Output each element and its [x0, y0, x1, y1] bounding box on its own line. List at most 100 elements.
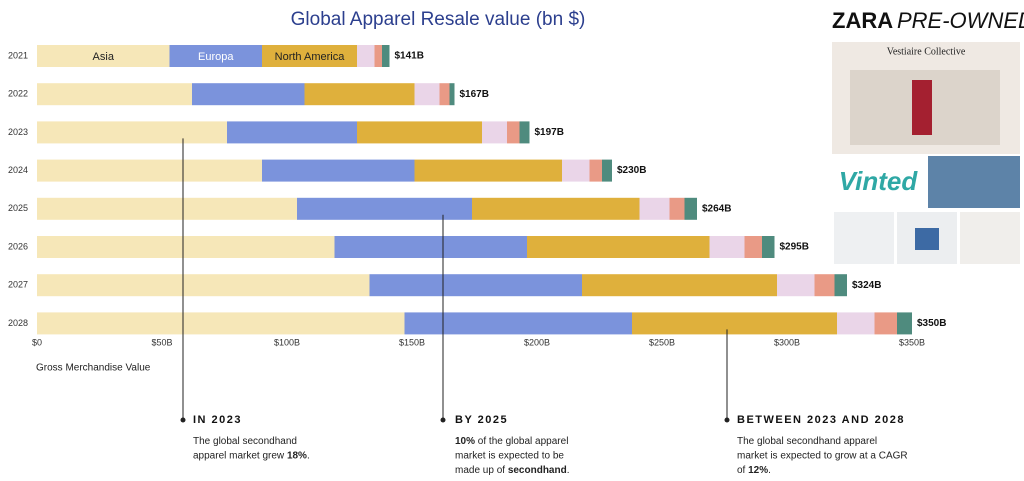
- bar-segment: [414, 159, 562, 182]
- bar-segment: [262, 45, 357, 67]
- total-label: $230B: [617, 165, 646, 176]
- bar-segment: [527, 236, 710, 258]
- callout-text-part: market is expected to grow at a CAGR: [737, 450, 908, 461]
- total-label: $141B: [395, 51, 424, 62]
- total-label: $197B: [535, 127, 564, 138]
- bar-segment: [357, 45, 375, 67]
- bar-segment: [582, 274, 777, 297]
- bar-segment: [684, 197, 697, 220]
- bar-segment: [762, 236, 775, 258]
- bar-segment: [602, 159, 612, 182]
- callout-text-part: .: [307, 450, 310, 461]
- y-tick-label: 2026: [8, 241, 28, 251]
- x-axis-title: Gross Merchandise Value: [36, 363, 151, 374]
- callout-text-part: 10%: [455, 436, 475, 447]
- callout-text-part: The global secondhand: [193, 436, 297, 447]
- bar-segment: [382, 45, 390, 67]
- x-tick-label: $0: [32, 337, 42, 347]
- bar-segment: [482, 121, 507, 144]
- bar-segment: [507, 121, 520, 144]
- brand-sub: PRE-OWNED: [897, 8, 1024, 33]
- bar-segment: [639, 197, 670, 220]
- x-tick-label: $300B: [774, 337, 800, 347]
- callout-text-part: The global secondhand apparel: [737, 436, 877, 447]
- bar-segment: [37, 83, 192, 106]
- bar-segment: [297, 197, 472, 220]
- legend-label: Europa: [198, 51, 234, 63]
- bar-segment: [632, 312, 837, 335]
- chart-title: Global Apparel Resale value (bn $): [291, 9, 586, 30]
- callout-text-part: made up of: [455, 465, 508, 476]
- y-tick-label: 2021: [8, 50, 28, 60]
- callout-text-part: market is expected to be: [455, 450, 564, 461]
- bar-segment: [874, 312, 897, 335]
- callout-dot: [724, 417, 730, 423]
- item-photo: [960, 212, 1020, 264]
- item-photo: [834, 212, 894, 264]
- bar-segment: [37, 45, 170, 67]
- bar-segment: [709, 236, 745, 258]
- store-garment: [912, 80, 932, 135]
- x-tick-label: $50B: [151, 337, 172, 347]
- callout-text-part: .: [768, 465, 771, 476]
- callout-text-part: of the global apparel: [475, 436, 568, 447]
- callout-text-part: 12%: [748, 465, 768, 476]
- callout-text: The global secondhand apparel market is e…: [737, 436, 908, 476]
- bar-segment: [744, 236, 762, 258]
- bar-segment: [439, 83, 450, 106]
- total-label: $264B: [702, 203, 731, 214]
- bar-segment: [37, 274, 370, 297]
- bar-segment: [192, 83, 305, 106]
- callout-text-part: of: [737, 465, 748, 476]
- bar-segment: [37, 159, 262, 182]
- legend-label: North America: [275, 51, 346, 63]
- bar-segment: [562, 159, 590, 182]
- x-tick-label: $200B: [524, 337, 550, 347]
- total-label: $167B: [460, 89, 489, 100]
- app-logo: Vinted: [839, 166, 919, 196]
- callout-text: 10% of the global apparel market is expec…: [455, 436, 570, 476]
- bar-segment: [357, 121, 482, 144]
- bar-segment: [837, 312, 875, 335]
- callout-text-part: apparel market grew: [193, 450, 287, 461]
- bar-segment: [519, 121, 530, 144]
- bar-segment: [37, 197, 297, 220]
- callout-dot: [180, 417, 186, 423]
- bar-segment: [334, 236, 527, 258]
- y-tick-label: 2025: [8, 203, 28, 213]
- callout-title: IN 2023: [193, 414, 242, 426]
- bar-segment: [589, 159, 602, 182]
- total-label: $324B: [852, 280, 881, 291]
- app-logo-bg: [832, 156, 926, 208]
- x-tick-label: $250B: [649, 337, 675, 347]
- bar-segment: [814, 274, 835, 297]
- callout-title: BY 2025: [455, 414, 508, 426]
- bar-segment: [404, 312, 632, 335]
- bar-segment: [669, 197, 685, 220]
- y-tick-label: 2024: [8, 165, 28, 175]
- bar-segment: [414, 83, 440, 106]
- bar-segment: [37, 312, 405, 335]
- x-tick-label: $150B: [399, 337, 425, 347]
- side-panel: ZARA PRE-OWNED Vestiaire Collective Vint…: [832, 8, 1024, 264]
- y-tick-label: 2022: [8, 89, 28, 99]
- callout-dot: [440, 417, 446, 423]
- callout-text-part: 18%: [287, 450, 307, 461]
- y-tick-label: 2023: [8, 127, 28, 137]
- brand: ZARA: [832, 8, 893, 33]
- app-photo: [928, 156, 1020, 208]
- bar-segment: [262, 159, 415, 182]
- callout-text: The global secondhand apparel market grew…: [193, 436, 310, 462]
- legend-label: Asia: [93, 51, 115, 63]
- bar-segment: [169, 45, 262, 67]
- bar-segment: [304, 83, 415, 106]
- item-shirt: [915, 228, 939, 250]
- bar-segment: [227, 121, 357, 144]
- bar-segment: [897, 312, 912, 335]
- bar-segment: [37, 121, 227, 144]
- y-tick-label: 2028: [8, 318, 28, 328]
- bar-segment: [472, 197, 640, 220]
- total-label: $295B: [780, 242, 809, 253]
- store-name: Vestiaire Collective: [887, 46, 966, 57]
